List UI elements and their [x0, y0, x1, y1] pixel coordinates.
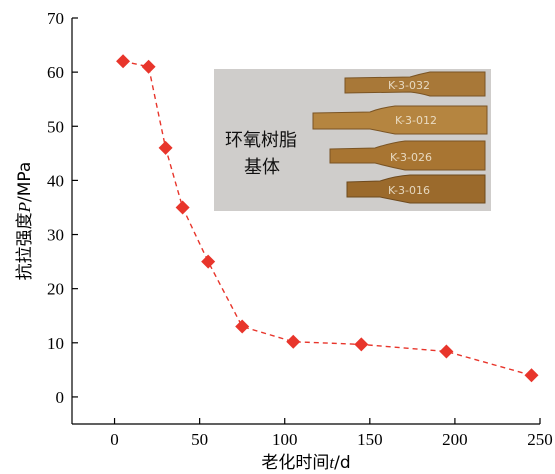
data-point-marker: [141, 59, 156, 74]
specimen-label: K-3-032: [388, 79, 430, 92]
inset-photo: K-3-032 K-3-012 K-3-026 K-3-016 环氧树脂 基体: [214, 69, 491, 211]
specimen-strip: K-3-012: [312, 105, 488, 135]
data-point-marker: [235, 319, 250, 334]
x-axis-title: 老化时间t/d: [261, 453, 350, 473]
x-tick-label: 200: [442, 430, 468, 449]
data-point-marker: [439, 344, 454, 359]
specimen-strip: K-3-016: [346, 174, 486, 204]
x-tick-label: 0: [110, 430, 119, 449]
plot-area: 0 10 20 30 40 50 60 70 0 50 100 150 200 250: [47, 9, 553, 449]
y-tick-label: 50: [47, 117, 64, 136]
y-tick-label: 70: [47, 9, 64, 28]
specimen-label: K-3-016: [388, 184, 430, 197]
specimen-label: K-3-026: [390, 151, 432, 164]
photo-caption-line: 基体: [244, 157, 280, 178]
x-ticks: 0 50 100 150 200 250: [110, 418, 553, 449]
y-tick-label: 20: [47, 280, 64, 299]
x-axis-title-prefix: 老化时间: [261, 453, 329, 473]
data-point-marker: [116, 54, 131, 69]
y-axis-title-unit: /MPa: [15, 162, 35, 202]
data-point-marker: [354, 337, 369, 352]
y-tick-label: 40: [47, 171, 64, 190]
x-tick-label: 250: [527, 430, 553, 449]
photo-caption-line: 环氧树脂: [225, 130, 297, 151]
data-point-marker: [286, 334, 301, 349]
x-tick-label: 150: [357, 430, 383, 449]
y-tick-label: 60: [47, 63, 64, 82]
y-tick-label: 10: [47, 334, 64, 353]
data-point-marker: [524, 368, 539, 383]
specimen-label: K-3-012: [395, 114, 437, 127]
specimen-strip: K-3-032: [344, 71, 486, 97]
y-tick-label: 30: [47, 226, 64, 245]
y-ticks: 0 10 20 30 40 50 60 70: [47, 9, 78, 407]
data-point-marker: [175, 200, 190, 215]
x-tick-label: 50: [191, 430, 208, 449]
y-axis-title-prefix: 抗拉强度: [15, 212, 35, 280]
y-tick-label: 0: [56, 388, 65, 407]
series-line: [122, 60, 532, 376]
x-axis-title-unit: /d: [334, 453, 351, 473]
data-point-marker: [201, 254, 216, 269]
data-series: [116, 54, 539, 383]
x-axis-title-variable: t: [329, 453, 335, 472]
y-axis-title-variable: P: [15, 202, 34, 213]
data-point-marker: [158, 140, 173, 155]
x-tick-label: 100: [272, 430, 298, 449]
specimen-strip: K-3-026: [329, 140, 486, 171]
y-axis-title: 抗拉强度P/MPa: [15, 162, 35, 281]
